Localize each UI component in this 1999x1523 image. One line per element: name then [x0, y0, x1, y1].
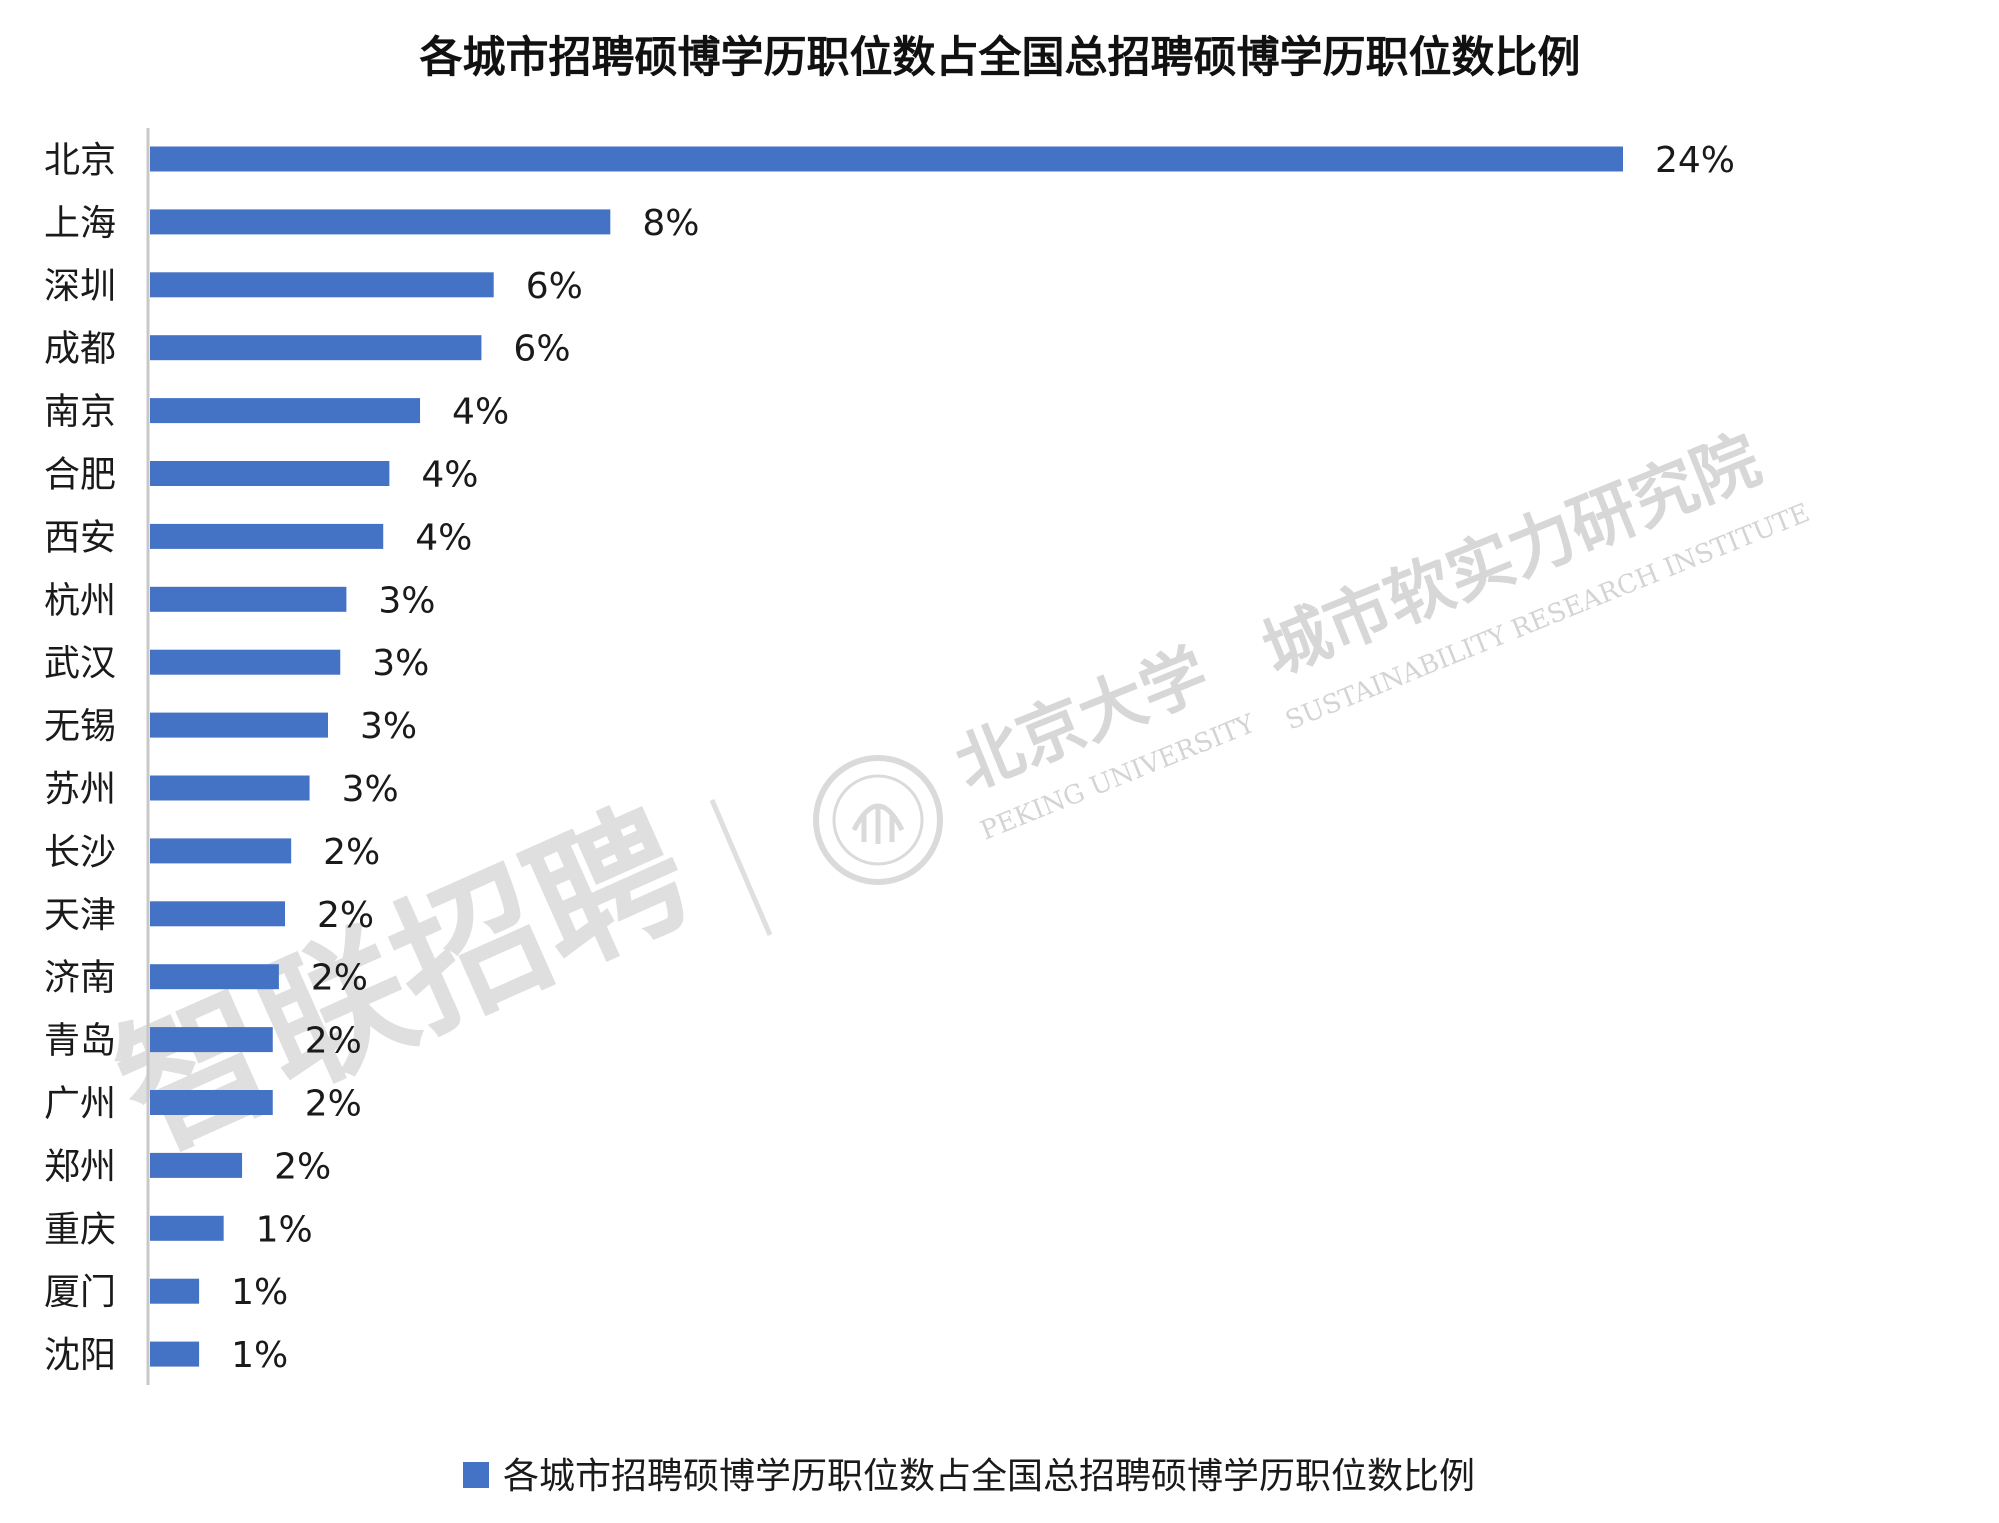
data-label: 2% [274, 1146, 331, 1187]
data-label: 3% [378, 580, 435, 621]
category-label: 深圳 [44, 266, 116, 307]
data-label: 4% [452, 392, 509, 433]
data-label: 2% [305, 1021, 362, 1062]
category-label: 郑州 [44, 1146, 116, 1187]
bar [150, 775, 310, 801]
data-label: 2% [305, 1084, 362, 1125]
bar [150, 838, 292, 864]
bar [150, 1090, 273, 1115]
category-label: 北京 [44, 140, 116, 181]
data-label: 3% [372, 643, 429, 684]
watermark-divider [709, 799, 773, 936]
category-label: 青岛 [44, 1021, 116, 1062]
category-label: 成都 [44, 329, 116, 370]
bar [150, 146, 1623, 172]
chart-title: 各城市招聘硕博学历职位数占全国总招聘硕博学历职位数比例 [420, 33, 1581, 83]
data-label: 8% [642, 203, 699, 244]
bar [150, 335, 482, 361]
data-label: 6% [513, 329, 570, 370]
bar [150, 1341, 200, 1367]
data-label: 2% [317, 895, 374, 936]
plot-area: 北京 24% 上海 8% 深圳 6% 成都 6% 南京 4% 合肥 4% 西安 4% 杭州 3% 武汉 3% 无锡 3… [44, 140, 1735, 1376]
data-label: 6% [526, 266, 583, 307]
category-label: 杭州 [44, 580, 116, 621]
bar [150, 209, 611, 235]
data-label: 24% [1655, 140, 1735, 181]
bar [150, 1152, 243, 1178]
bar [150, 901, 286, 927]
category-label: 苏州 [44, 769, 116, 810]
category-label: 广州 [44, 1084, 116, 1125]
data-label: 1% [231, 1335, 288, 1376]
data-label: 4% [415, 517, 472, 558]
bar [150, 649, 341, 675]
bar [150, 586, 347, 612]
category-label: 西安 [44, 517, 116, 558]
bar [150, 523, 384, 549]
data-label: 3% [360, 706, 417, 747]
data-label: 1% [231, 1272, 288, 1313]
legend-swatch [463, 1462, 489, 1488]
category-label: 合肥 [44, 455, 116, 496]
category-label: 沈阳 [44, 1335, 116, 1376]
category-label: 武汉 [44, 643, 116, 684]
peking-university-seal-icon [813, 755, 943, 885]
legend: 各城市招聘硕博学历职位数占全国总招聘硕博学历职位数比例 [463, 1456, 1475, 1497]
category-label: 天津 [44, 895, 116, 936]
category-label: 无锡 [44, 706, 116, 747]
bar [150, 398, 421, 424]
bar [150, 1215, 224, 1241]
data-label: 1% [256, 1209, 313, 1250]
data-label: 3% [342, 769, 399, 810]
category-label: 上海 [44, 203, 116, 244]
bar [150, 272, 494, 298]
data-label: 4% [421, 455, 478, 496]
category-label: 厦门 [44, 1272, 116, 1313]
data-label: 2% [311, 958, 368, 999]
bar [150, 712, 328, 738]
category-label: 南京 [44, 392, 116, 433]
bar [150, 1278, 200, 1304]
legend-label: 各城市招聘硕博学历职位数占全国总招聘硕博学历职位数比例 [503, 1456, 1475, 1497]
bar [150, 964, 279, 990]
category-label: 济南 [44, 958, 116, 999]
category-label: 重庆 [44, 1209, 116, 1250]
category-label: 长沙 [44, 832, 116, 873]
data-label: 2% [323, 832, 380, 873]
bar [150, 1027, 273, 1053]
bar [150, 461, 390, 486]
